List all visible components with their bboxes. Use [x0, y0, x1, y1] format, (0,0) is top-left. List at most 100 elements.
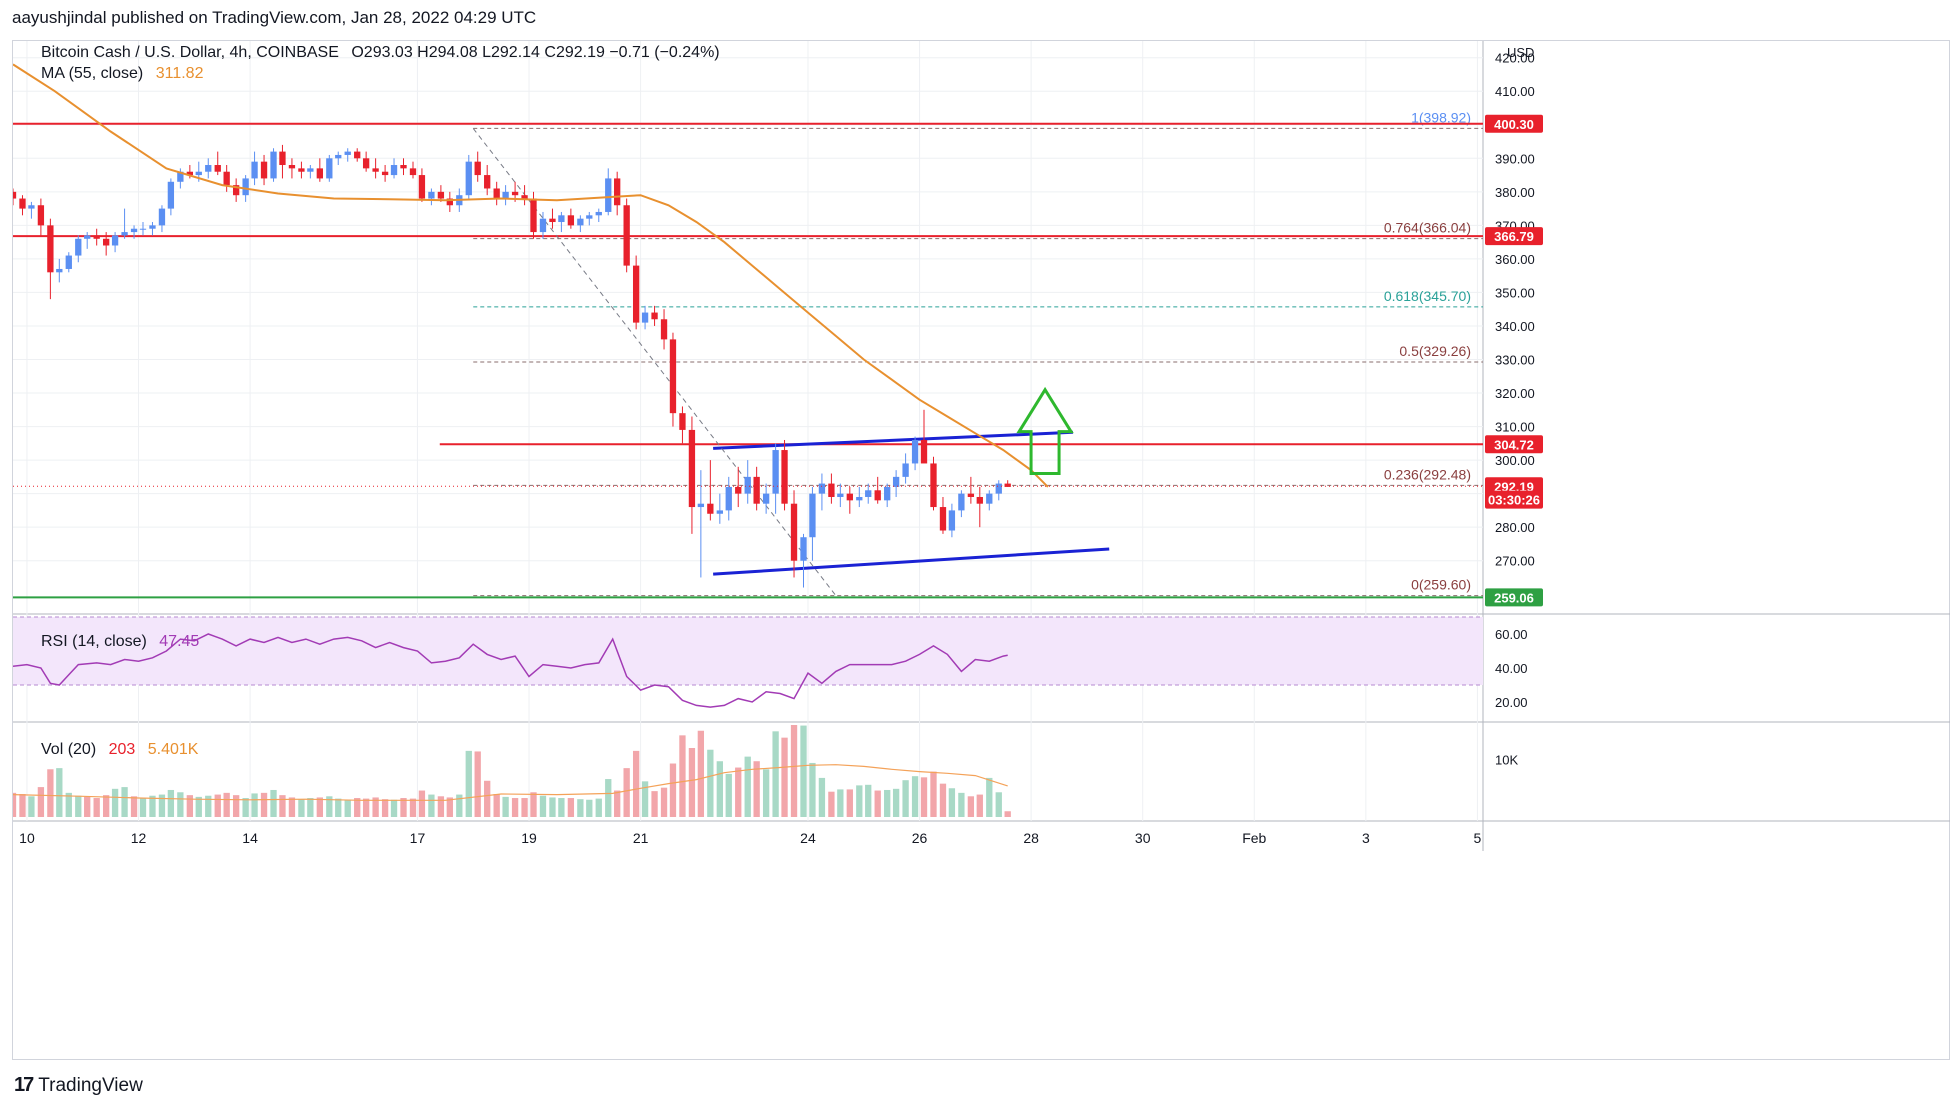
- price-badge-label: 304.72: [1494, 437, 1534, 452]
- candle-body: [316, 168, 323, 179]
- volume-bar: [967, 796, 975, 817]
- candle-body: [725, 486, 732, 511]
- time-tick-label: Feb: [1242, 830, 1266, 846]
- volume-bar: [1004, 811, 1011, 817]
- volume-bar: [214, 794, 221, 817]
- volume-bar: [995, 792, 1002, 817]
- candle-body: [976, 496, 983, 504]
- candle-body: [902, 463, 909, 477]
- price-badge: [1485, 435, 1543, 454]
- volume-bar: [493, 794, 500, 817]
- price-tick-label: 330.00: [1495, 353, 1535, 368]
- candle-body: [298, 168, 305, 172]
- volume-bar: [242, 798, 249, 817]
- volume-bar: [884, 789, 891, 817]
- chart-canvas[interactable]: 270.00280.00290.00300.00310.00320.00330.…: [13, 41, 1950, 1061]
- price-tick-label: 300.00: [1495, 453, 1535, 468]
- volume-bar: [511, 798, 519, 817]
- volume-bar: [660, 787, 668, 817]
- price-tick-label: 410.00: [1495, 84, 1535, 99]
- candle-body: [75, 238, 82, 256]
- price-badge-label: 259.06: [1494, 590, 1534, 605]
- volume-bar: [595, 798, 602, 817]
- volume-bar: [158, 794, 166, 817]
- brand-name[interactable]: TradingView: [38, 1074, 143, 1096]
- candle-body: [930, 463, 937, 508]
- volume-bar: [707, 749, 714, 817]
- volume-bar: [539, 795, 547, 817]
- volume-bar: [418, 790, 426, 817]
- volume-bar: [84, 796, 91, 817]
- candle-body: [790, 503, 798, 561]
- volume-bar: [605, 779, 612, 817]
- volume-bar: [28, 796, 35, 817]
- candle-body: [493, 188, 500, 199]
- volume-bar: [465, 750, 472, 817]
- volume-bar: [93, 798, 100, 817]
- volume-bar: [19, 794, 26, 817]
- volume-bar: [437, 796, 445, 817]
- volume-ma-line: [13, 764, 1008, 801]
- candle-body: [195, 171, 202, 176]
- candle-body: [158, 208, 166, 226]
- candle-body: [103, 238, 110, 246]
- candle-body: [651, 312, 658, 320]
- price-badge: [1485, 490, 1543, 509]
- candle-body: [167, 181, 175, 209]
- candle-body: [362, 158, 370, 169]
- candle-body: [390, 165, 398, 176]
- volume-label: Vol (20): [41, 741, 97, 758]
- candle-body: [84, 235, 91, 239]
- volume-bar: [577, 799, 584, 817]
- candle-body: [260, 161, 268, 179]
- candle-body: [521, 195, 528, 199]
- tradingview-logo[interactable]: 17: [14, 1074, 34, 1096]
- candle-body: [428, 191, 435, 199]
- volume-bar: [772, 731, 779, 817]
- candle-body: [884, 486, 891, 501]
- price-badge-label: 03:30:26: [1488, 493, 1540, 508]
- candle-body: [920, 439, 928, 464]
- candle-body: [809, 493, 816, 538]
- volume-bar: [37, 787, 45, 817]
- candle-body: [744, 476, 751, 494]
- volume-bar: [13, 792, 17, 817]
- candle-body: [242, 178, 249, 196]
- price-legend: Bitcoin Cash / U.S. Dollar, 4h, COINBASE…: [41, 44, 728, 62]
- volume-bar: [679, 735, 686, 817]
- volume-bar: [837, 789, 844, 817]
- volume-bar: [372, 797, 379, 817]
- price-tick-label: 350.00: [1495, 285, 1535, 300]
- volume-bar: [623, 768, 630, 817]
- candle-body: [214, 165, 221, 172]
- volume-bar: [298, 799, 305, 817]
- volume-bar: [762, 769, 770, 817]
- time-tick-label: 10: [19, 830, 35, 846]
- candle-body: [772, 450, 779, 494]
- volume-bar: [725, 773, 732, 817]
- volume-bar: [818, 777, 826, 817]
- candle-body: [586, 215, 593, 219]
- volume-bar: [260, 792, 268, 817]
- volume-bar: [669, 763, 677, 817]
- volume-bar: [65, 792, 72, 817]
- volume-bar: [121, 787, 128, 817]
- candle-body: [856, 496, 863, 501]
- volume-bar: [976, 794, 983, 817]
- candle-body: [818, 483, 826, 494]
- volume-bar: [75, 795, 82, 817]
- rsi-label: RSI (14, close): [41, 633, 147, 650]
- volume-bar: [986, 777, 993, 817]
- ma-label: MA (55, close): [41, 65, 144, 82]
- volume-bar: [549, 797, 556, 817]
- candle-body: [177, 171, 184, 182]
- fib-level-label: 0.618(345.70): [1384, 288, 1471, 304]
- volume-bar: [614, 790, 621, 817]
- time-tick-label: 17: [410, 830, 426, 846]
- candle-body: [632, 265, 640, 323]
- rsi-tick-label: 40.00: [1495, 661, 1528, 676]
- candle-body: [567, 215, 575, 226]
- candle-body: [130, 228, 138, 233]
- ma-legend: MA (55, close) 311.82: [41, 65, 211, 83]
- volume-bar: [753, 761, 760, 817]
